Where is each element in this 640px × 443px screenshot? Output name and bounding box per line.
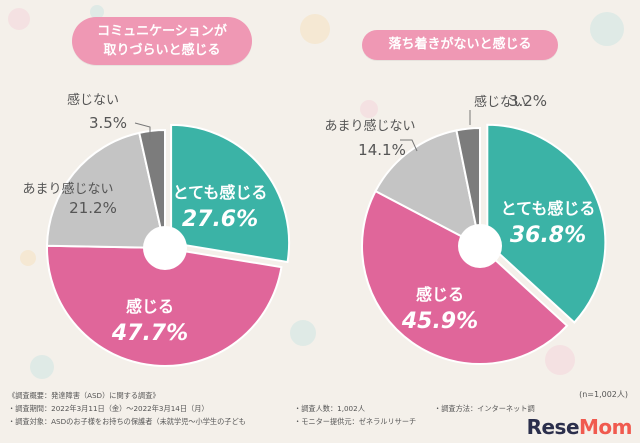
footer-heading: 《調査概要：発達障害（ASD）に関する調査》 bbox=[8, 391, 160, 400]
left-title-line1: コミュニケーションが bbox=[97, 24, 227, 39]
bg-dot bbox=[590, 12, 624, 46]
pie-slice-3 bbox=[138, 128, 166, 249]
slice-category-label: 感じる bbox=[126, 297, 174, 316]
logo-part2: Mom bbox=[579, 415, 632, 439]
resemom-logo: ReseMom bbox=[526, 415, 633, 439]
slice-value-label: 36.8% bbox=[510, 223, 586, 248]
bg-dot bbox=[290, 320, 316, 346]
bg-dot bbox=[545, 345, 575, 375]
bg-dot bbox=[360, 100, 378, 118]
slice-value-label: 3.5% bbox=[89, 114, 127, 132]
slice-category-label: とても感じる bbox=[173, 183, 268, 202]
pie-slice-2 bbox=[374, 129, 482, 248]
bg-dot bbox=[300, 14, 330, 44]
footer-target: ・調査対象：ASDのお子様をお持ちの保護者（未就学児〜小学生の子ども bbox=[8, 417, 246, 426]
leader-line bbox=[134, 122, 151, 140]
left-title-line2: 取りづらいと感じる bbox=[103, 43, 221, 58]
slice-category-label: あまり感じない bbox=[22, 181, 113, 197]
slice-value-label: 27.6% bbox=[182, 207, 258, 232]
leader-line bbox=[400, 139, 418, 152]
right-chart-title: 落ち着きがないと感じる bbox=[362, 30, 558, 60]
slice-value-label: 21.2% bbox=[69, 199, 117, 217]
slice-value-label: 45.9% bbox=[401, 309, 478, 334]
left-chart-title: コミュニケーションが 取りづらいと感じる bbox=[72, 17, 252, 65]
slice-category-label: あまり感じない bbox=[324, 118, 415, 134]
bg-dot bbox=[90, 5, 104, 19]
slice-category-label: 感じない bbox=[67, 92, 119, 108]
bg-dot bbox=[8, 8, 30, 30]
left-pie-chart: とても感じる 27.6% 感じる 47.7% あまり感じない 21.2% 感じない 3.5% bbox=[22, 92, 291, 367]
slice-value-label: 14.1% bbox=[358, 141, 406, 159]
footer-period: ・調査期間：2022年3月11日（金）〜2022年3月14日（月） bbox=[8, 404, 209, 413]
logo-part1: Rese bbox=[526, 415, 580, 439]
slice-category-label: 感じる bbox=[416, 285, 464, 304]
pie-center-hole bbox=[458, 224, 502, 268]
footer-provider: ・モニター提供元：ゼネラルリサーチ bbox=[294, 417, 417, 426]
slice-category-label: とても感じる bbox=[501, 199, 596, 218]
sample-size-note: (n=1,002人) bbox=[579, 390, 628, 399]
pie-slice-0 bbox=[486, 123, 607, 324]
pie-center-hole bbox=[143, 226, 187, 270]
pie-slice-0 bbox=[170, 123, 291, 264]
footer-method: ・調査方法：インターネット調 bbox=[434, 404, 535, 413]
bg-dot bbox=[30, 355, 54, 379]
bg-dot bbox=[20, 250, 36, 266]
pie-slice-1 bbox=[46, 244, 283, 367]
slice-value-label: 3.2% bbox=[509, 92, 547, 110]
pie-slice-2 bbox=[46, 131, 167, 250]
slice-category-label: 感じない bbox=[474, 94, 526, 110]
slice-value-label: 47.7% bbox=[111, 321, 188, 346]
pie-slice-3 bbox=[455, 126, 481, 247]
pie-slice-1 bbox=[361, 189, 569, 365]
footer-count: ・調査人数：1,002人 bbox=[294, 404, 365, 413]
